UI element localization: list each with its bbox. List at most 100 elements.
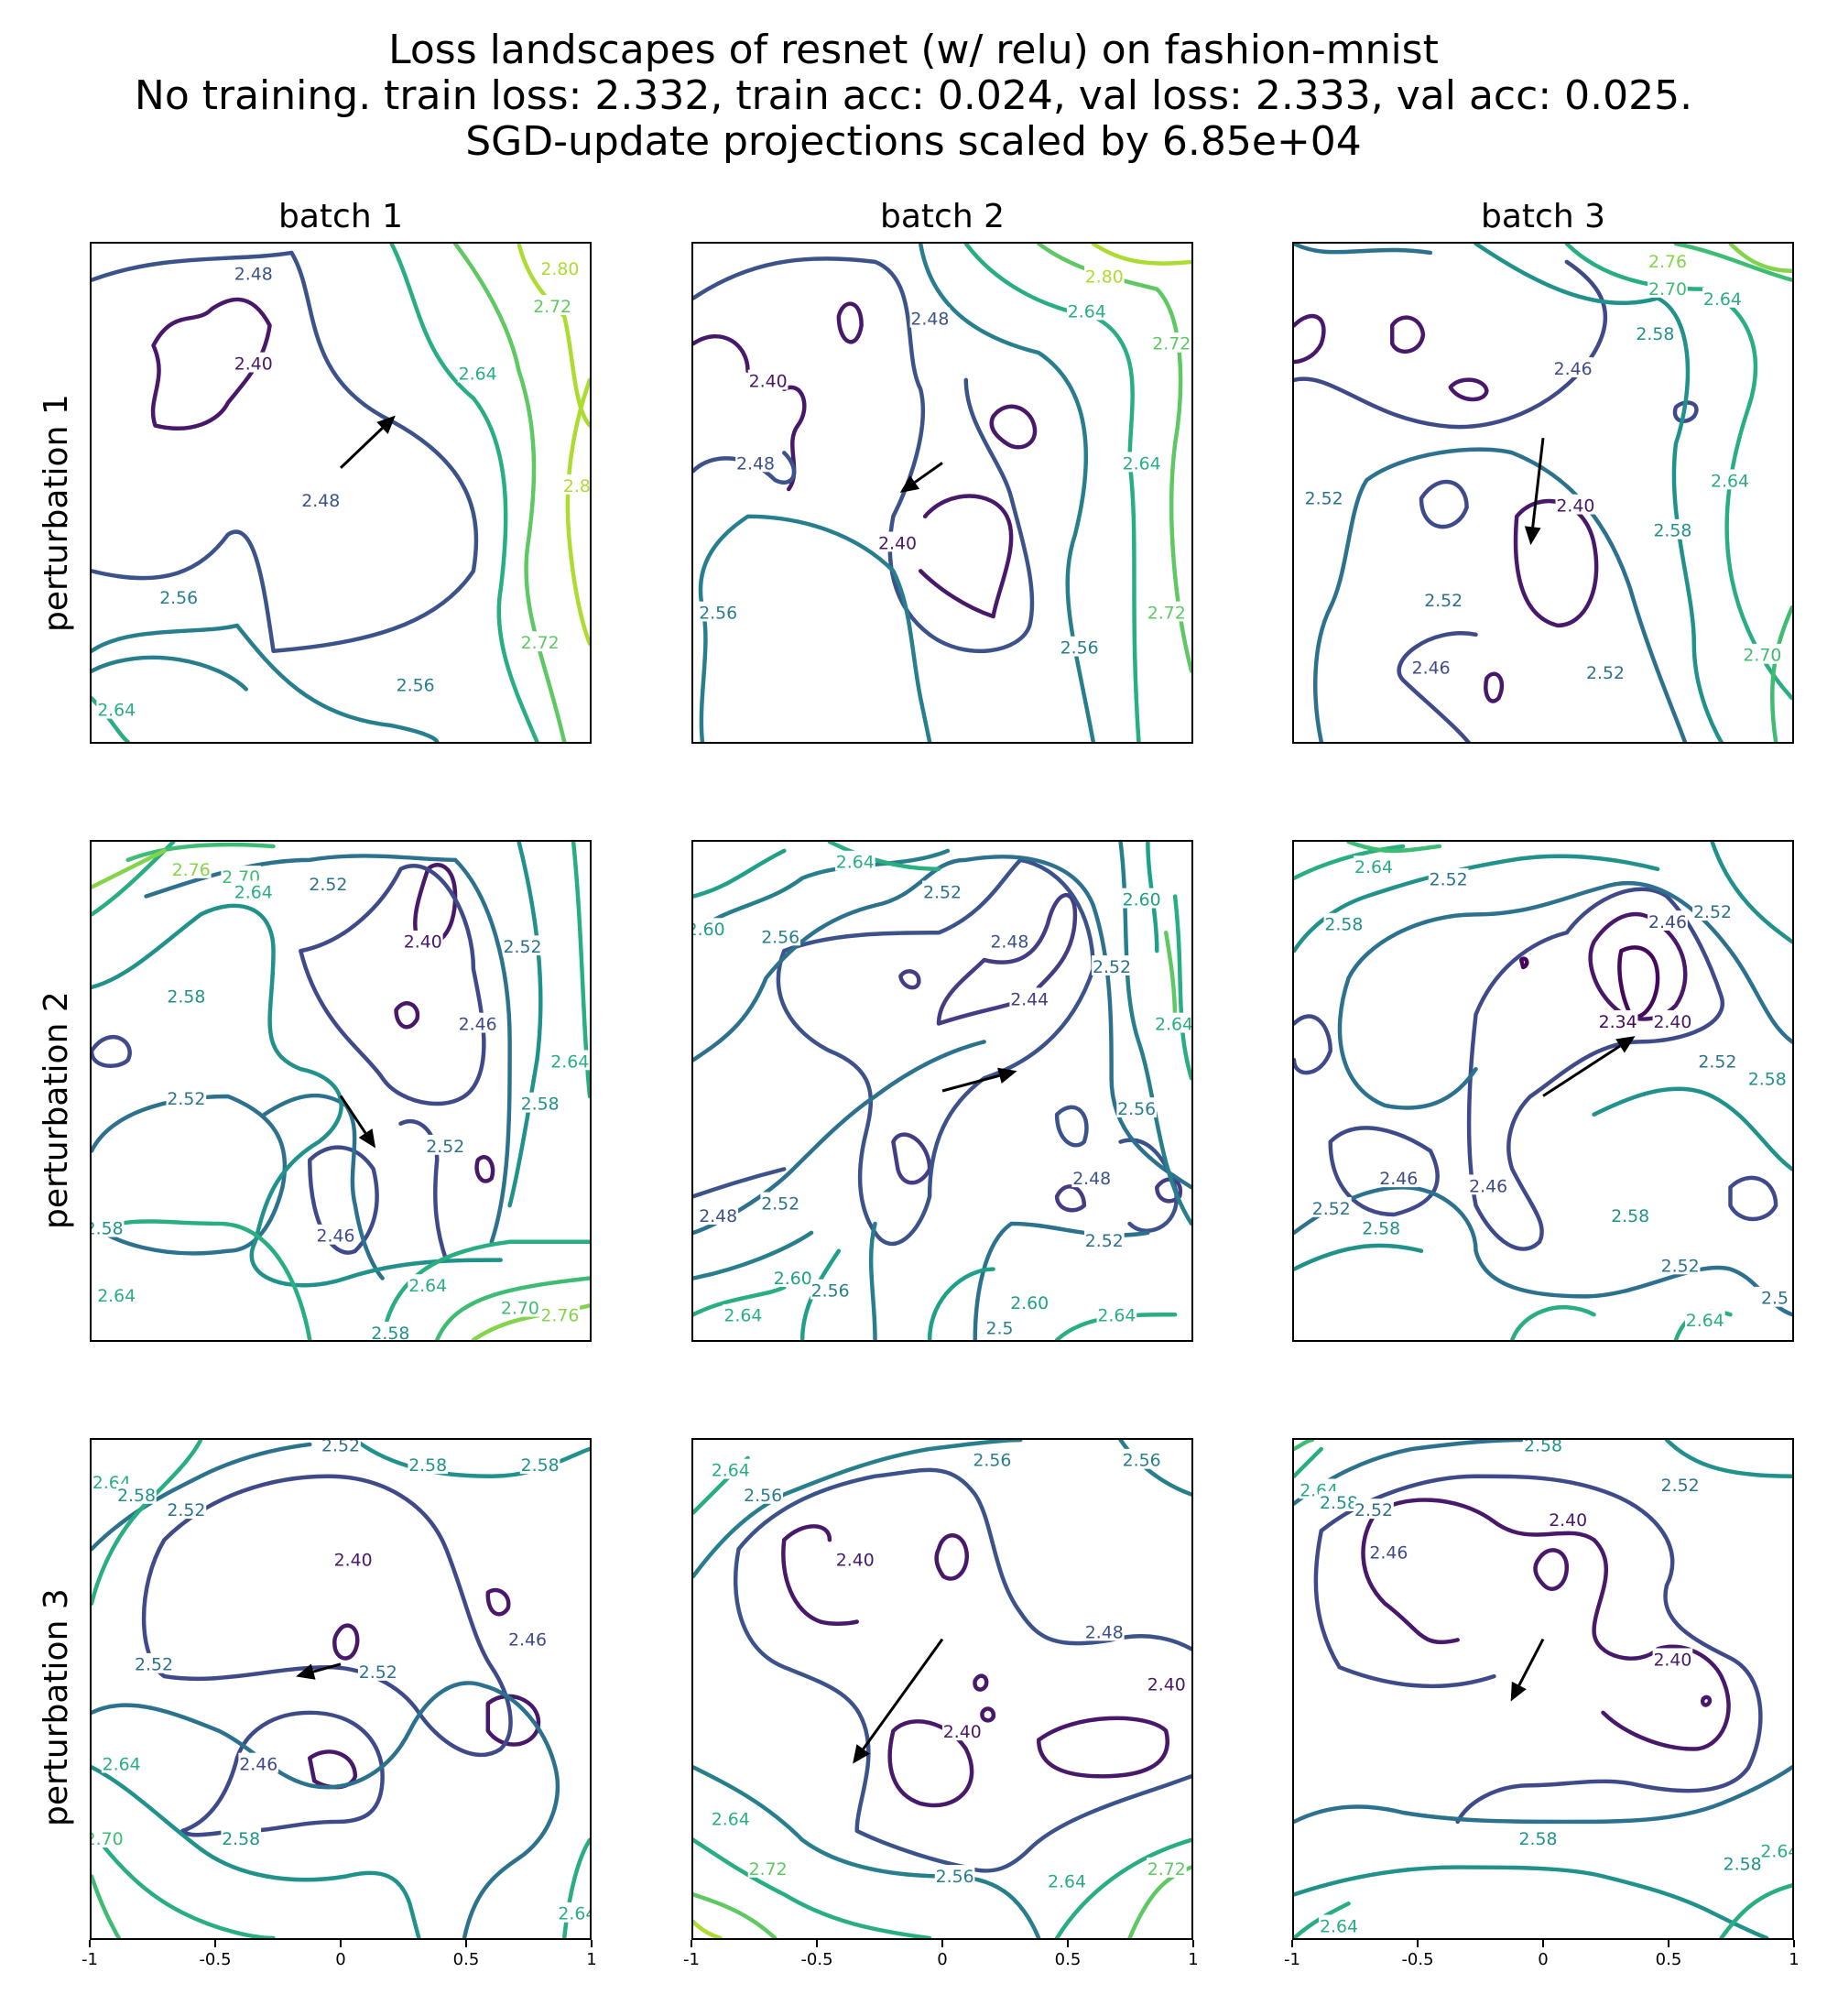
contour-line-2.46: [1466, 887, 1725, 1251]
contour-line-2.48: [693, 1167, 787, 1199]
contour-label: 2.64: [1354, 857, 1393, 877]
contour-label: 2.48: [301, 491, 340, 511]
contour-label: 2.64: [408, 1276, 447, 1296]
contour-line-2.40: [1389, 315, 1426, 354]
contour-label: 2.56: [761, 927, 799, 947]
contour-label-bg: [92, 1216, 125, 1237]
contour-label: 2.58: [408, 1455, 447, 1476]
contour-label-bg: [425, 1134, 466, 1155]
contour-line-2.64: [1510, 1304, 1596, 1340]
sgd-update-arrow-shaft: [1531, 437, 1545, 528]
contour-label-bg: [1323, 912, 1365, 933]
row-title-perturbation-1: perturbation 1: [38, 394, 75, 632]
contour-line-2.64: [827, 842, 941, 872]
contour-line-2.40: [485, 1587, 511, 1617]
contour-label-bg: [1517, 1827, 1559, 1848]
contour-label: 2.52: [1354, 1500, 1393, 1520]
contour-label: 2.60: [1123, 890, 1161, 910]
contour-label: 2.58: [1611, 1206, 1649, 1226]
contour-label: 2.58: [1653, 521, 1691, 541]
contour-label: 2.58: [521, 1095, 560, 1115]
contour-line-2.58: [92, 1765, 421, 1938]
contour-label-bg: [735, 452, 776, 473]
sgd-update-arrow-shaft: [339, 427, 384, 469]
contour-label-bg: [1154, 1012, 1191, 1033]
contour-label: 2.5: [1761, 1289, 1789, 1309]
contour-line-2.58: [353, 1440, 590, 1478]
contour-line-2.40: [1588, 911, 1688, 1021]
contour-line-2.46: [92, 1035, 132, 1068]
contour-line-2.40: [474, 1155, 495, 1183]
contour-line-2.48: [693, 451, 797, 485]
contour-label: 2.70: [1648, 279, 1687, 300]
x-tick-mark: [941, 1940, 943, 1947]
contour-label: 2.76: [540, 1306, 579, 1326]
contour-line-2.52: [693, 855, 1191, 1190]
contour-label-bg: [698, 601, 739, 622]
contour-label-bg: [1116, 1097, 1157, 1117]
contour-label-bg: [810, 1279, 851, 1300]
contour-label: 2.40: [943, 1722, 982, 1742]
contour-line-2.80: [517, 244, 590, 428]
contour-label: 2.48: [1085, 1622, 1124, 1642]
contour-label-bg: [308, 873, 349, 894]
x-tick-mark: [340, 1940, 342, 1947]
contour-label: 2.58: [1362, 1219, 1400, 1239]
contour-line-2.52: [92, 1094, 288, 1256]
contour-label-bg: [539, 257, 581, 278]
contour-label-bg: [1083, 1229, 1125, 1250]
contour-label: 2.40: [334, 1551, 373, 1571]
contour-label: 2.58: [92, 1219, 124, 1239]
contour-label: 2.52: [1698, 1052, 1736, 1072]
contour-label-bg: [1659, 1474, 1701, 1494]
contour-label: 2.52: [1085, 1231, 1124, 1251]
contour-label-bg: [1354, 1498, 1394, 1520]
contour-line-2.48: [1054, 1105, 1089, 1148]
contour-panel-r1-c3: 2.76 2.70 2.64 2.58 2.46 2.52 2.40 2.58 2.64 2.52…: [1292, 242, 1794, 744]
contour-label-bg: [166, 1498, 207, 1520]
x-tick-label: -1: [82, 1950, 98, 1969]
contour-line-2.40: [1701, 1695, 1713, 1707]
sgd-update-arrow-head: [358, 1128, 376, 1149]
x-tick-label: -0.5: [1401, 1950, 1434, 1969]
contour-label: 2.52: [1305, 488, 1343, 508]
column-title-batch-1: batch 1: [278, 198, 403, 235]
contour-label-bg: [457, 1012, 498, 1033]
contour-line-2.46: [1397, 631, 1478, 742]
contour-plot: 2.582.522.642.582.522.462.402.402.582.64…: [1294, 1440, 1792, 1938]
contour-label-bg: [1423, 589, 1464, 609]
contour-label-bg: [747, 369, 788, 390]
contour-line-2.40: [1448, 377, 1489, 402]
contour-line-2.46: [398, 1119, 449, 1262]
contour-label-bg: [1523, 1440, 1563, 1455]
x-tick-label: -1: [1284, 1950, 1300, 1969]
contour-label-bg: [1652, 518, 1693, 539]
contour-label: 2.52: [1693, 902, 1732, 922]
contour-panel-r2-c1: 2.76 2.70 2.64 2.52 2.40 2.52 2.46 2.58 2.52 2.58…: [90, 840, 592, 1342]
contour-label: 2.56: [159, 588, 198, 608]
sgd-update-arrow-head: [296, 1663, 316, 1680]
contour-label: 2.52: [923, 882, 962, 902]
contour-line-2.48: [693, 256, 1035, 654]
contour-line-2.40: [693, 333, 750, 374]
contour-label-bg: [1121, 1448, 1162, 1469]
contour-panel-r3-c3: 2.582.522.642.582.522.462.402.402.582.64…: [1292, 1438, 1794, 1940]
contour-label-bg: [557, 1902, 590, 1923]
contour-label-bg: [922, 880, 962, 901]
contour-label: 2.64: [1320, 1916, 1358, 1936]
contour-line-2.56: [918, 244, 1096, 742]
figure-title-line-2: No training. train loss: 2.332, train ac…: [134, 72, 1693, 119]
contour-label: 2.60: [774, 1269, 812, 1289]
contour-label: 2.64: [550, 1052, 589, 1072]
contour-line-2.40: [1374, 1498, 1731, 1751]
contour-label-bg: [1468, 1174, 1508, 1195]
contour-line-2.70: [1770, 605, 1792, 742]
contour-label: 2.52: [167, 1089, 205, 1109]
x-tick-mark: [1793, 1940, 1795, 1947]
x-tick-label: 0.5: [1655, 1950, 1682, 1969]
contour-label-bg: [1092, 955, 1132, 975]
contour-label-bg: [1610, 1204, 1651, 1225]
contour-label-bg: [1066, 300, 1107, 321]
sgd-update-arrow-head: [1615, 1036, 1636, 1053]
contour-label-bg: [1083, 1620, 1125, 1641]
